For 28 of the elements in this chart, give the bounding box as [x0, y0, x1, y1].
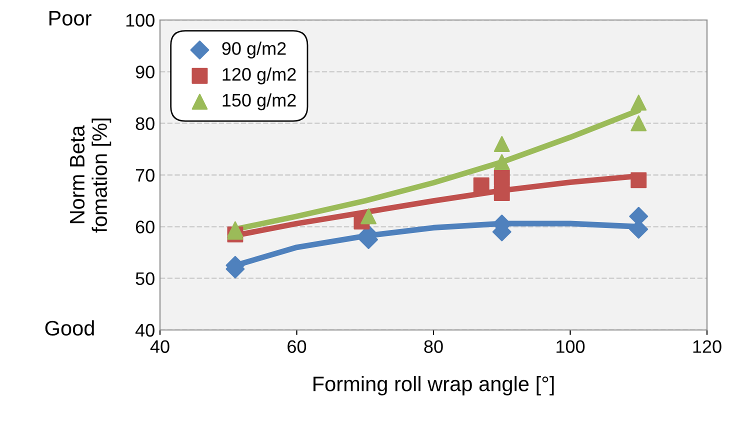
point — [494, 136, 510, 152]
point — [360, 208, 377, 224]
y-tick-label: 60 — [136, 220, 154, 234]
x-tick-label: 80 — [424, 340, 443, 353]
y-tick-label: 80 — [136, 117, 154, 130]
x-tick-label: 40 — [150, 340, 170, 353]
legend-label: 150 g/m2 — [222, 93, 296, 110]
point — [630, 172, 647, 188]
y-axis-title: Norm Beta fomation [%] — [70, 118, 112, 233]
point — [630, 94, 647, 111]
point — [473, 177, 490, 194]
y-tick-label: 90 — [136, 66, 154, 78]
point — [630, 115, 647, 132]
legend-label: 120 g/m2 — [222, 68, 296, 84]
x-tick-label: 60 — [288, 340, 306, 353]
point — [494, 185, 510, 202]
text: Poor — [49, 11, 92, 26]
y-tick-label: 40 — [135, 324, 154, 337]
text: Good — [45, 320, 94, 336]
x-axis-title: Forming roll wrap angle [°] — [314, 376, 554, 396]
y-tick-label: 100 — [126, 14, 154, 27]
point — [494, 170, 510, 186]
point — [494, 154, 510, 170]
y-tick-label: 50 — [136, 272, 154, 286]
x-tick-label: 120 — [693, 340, 722, 353]
legend-label: 90 g/m2 — [222, 42, 286, 58]
x-tick-label: 100 — [556, 340, 585, 353]
y-tick-label: 70 — [136, 168, 154, 182]
